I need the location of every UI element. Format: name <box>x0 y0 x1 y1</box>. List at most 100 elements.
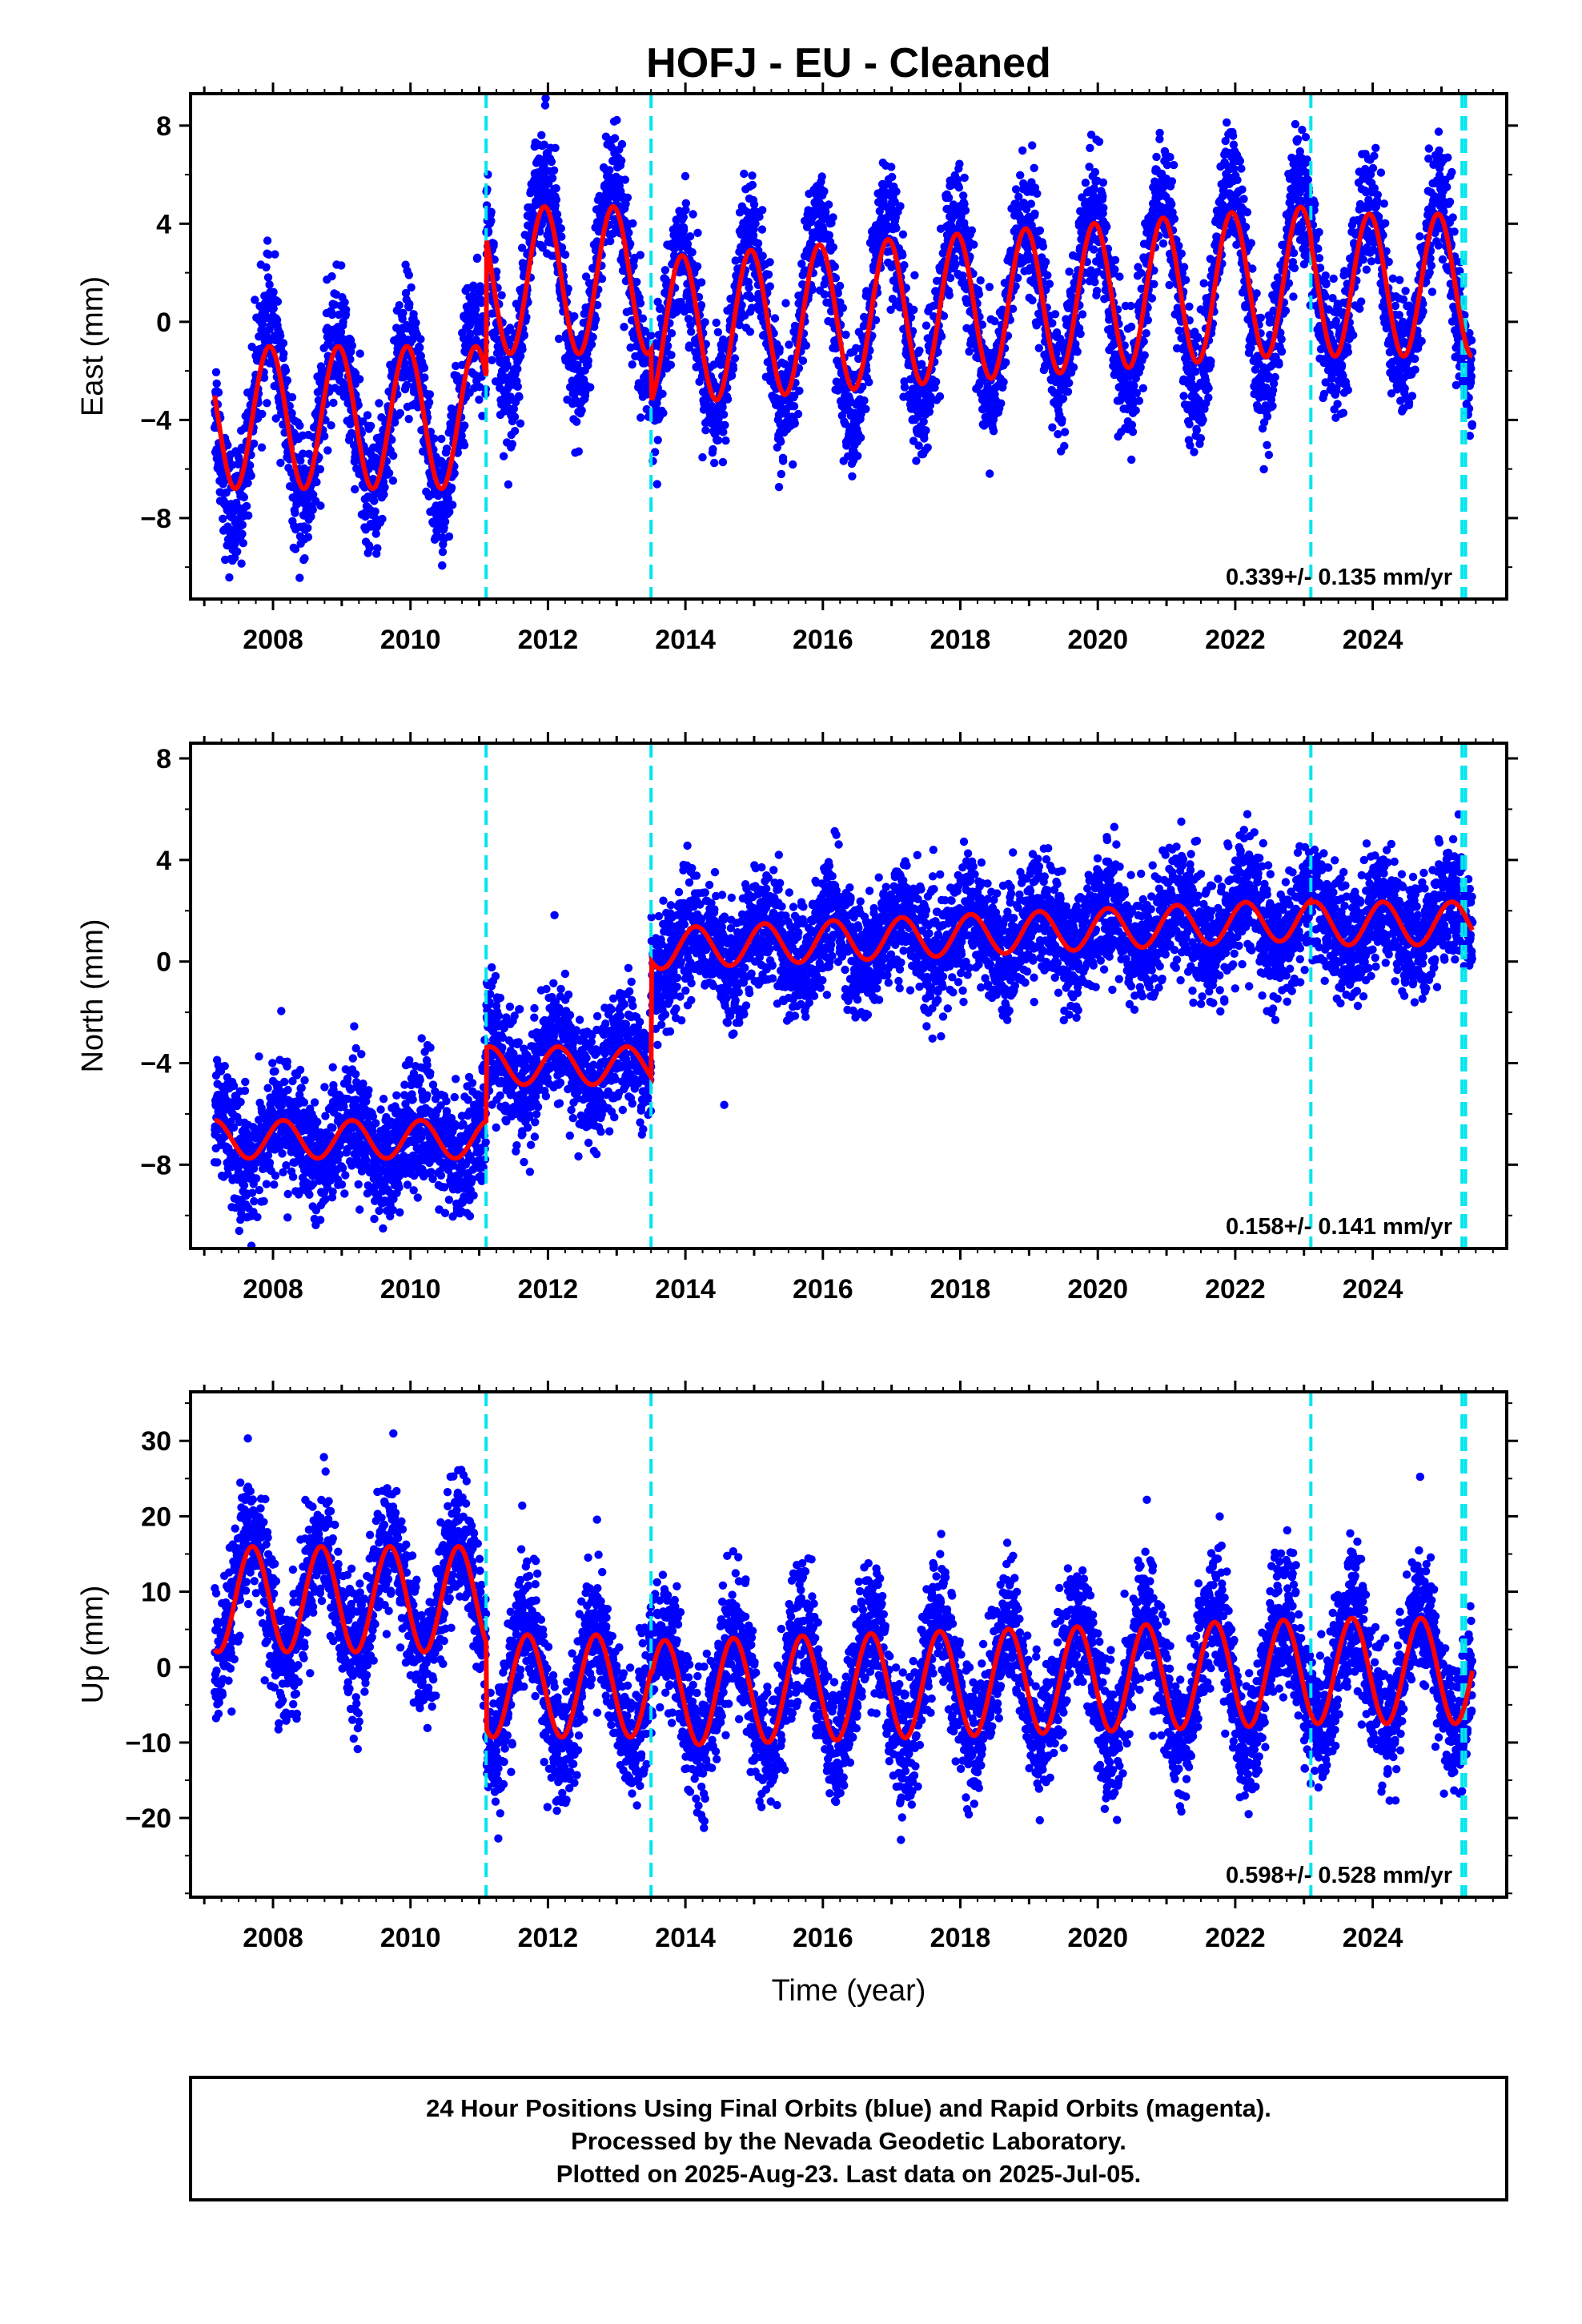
data-point <box>1134 396 1144 405</box>
data-point <box>835 281 845 291</box>
data-point <box>1035 226 1045 235</box>
data-point <box>1094 137 1104 147</box>
data-point <box>944 193 954 203</box>
data-point <box>1078 310 1087 319</box>
data-point <box>698 452 707 462</box>
data-point <box>986 469 994 478</box>
data-point <box>667 351 676 360</box>
data-point <box>1130 381 1138 390</box>
data-point <box>628 360 636 369</box>
data-point <box>389 451 398 460</box>
data-point <box>1143 316 1153 324</box>
data-point <box>371 529 380 538</box>
data-point <box>1065 267 1074 276</box>
data-point <box>347 341 357 350</box>
data-point <box>308 505 317 514</box>
data-point <box>258 409 267 419</box>
data-point <box>1137 268 1146 278</box>
data-point <box>337 261 346 270</box>
data-point <box>789 460 797 469</box>
data-point <box>1199 279 1208 287</box>
data-point <box>557 232 566 241</box>
data-point <box>748 180 757 190</box>
data-point <box>685 232 695 241</box>
data-point <box>628 219 637 228</box>
data-point <box>919 417 928 426</box>
data-point <box>251 296 259 304</box>
data-point <box>460 440 469 450</box>
data-point <box>1050 310 1060 319</box>
data-point <box>373 544 382 553</box>
data-point <box>299 449 307 458</box>
data-point <box>658 389 667 398</box>
data-point <box>549 166 559 175</box>
data-point <box>748 171 757 180</box>
data-point <box>719 428 728 436</box>
data-point <box>1060 441 1069 451</box>
data-point <box>1196 434 1206 443</box>
data-point <box>960 173 969 183</box>
data-point <box>710 458 719 468</box>
data-point <box>351 485 359 494</box>
data-point <box>238 529 247 538</box>
data-point <box>1136 363 1145 372</box>
data-point <box>1155 128 1164 138</box>
data-point <box>295 573 304 582</box>
data-point <box>528 210 538 219</box>
data-point <box>327 271 336 281</box>
data-point <box>287 408 296 418</box>
data-point <box>967 226 977 235</box>
data-point <box>718 457 728 467</box>
data-point <box>269 287 278 296</box>
data-point <box>239 493 248 502</box>
data-point <box>316 501 325 510</box>
data-point <box>420 373 429 382</box>
data-point <box>1110 265 1119 274</box>
data-point <box>239 539 247 548</box>
data-point <box>447 483 456 493</box>
data-point <box>214 388 223 397</box>
data-point <box>320 432 329 440</box>
data-point <box>264 250 273 259</box>
data-point <box>473 253 482 262</box>
data-point <box>460 421 469 430</box>
data-point <box>1115 272 1124 281</box>
data-point <box>300 554 309 563</box>
data-point <box>246 461 255 470</box>
data-point <box>212 379 221 388</box>
data-point <box>612 115 621 125</box>
data-point <box>1034 344 1044 352</box>
data-point <box>1048 319 1057 328</box>
data-point <box>548 174 557 183</box>
data-point <box>355 349 364 358</box>
data-point <box>765 258 774 267</box>
data-point <box>1065 379 1074 388</box>
data-point <box>946 273 955 283</box>
data-point <box>1045 279 1054 288</box>
data-point <box>915 346 924 355</box>
data-point <box>718 403 727 412</box>
data-point <box>1098 192 1107 201</box>
data-point <box>312 477 321 487</box>
data-point <box>309 490 318 499</box>
data-point <box>713 328 723 336</box>
data-point <box>276 458 285 468</box>
data-point <box>1058 415 1066 424</box>
data-point <box>1073 348 1082 356</box>
data-point <box>1147 294 1157 303</box>
data-point <box>1058 394 1068 403</box>
data-point <box>257 443 267 452</box>
data-point <box>513 382 522 391</box>
data-point <box>452 361 460 371</box>
data-point <box>244 511 253 520</box>
data-point <box>291 509 299 517</box>
data-point <box>617 156 626 165</box>
data-point <box>437 434 446 444</box>
data-point <box>1127 455 1136 464</box>
data-point <box>912 456 921 465</box>
data-point <box>403 380 412 389</box>
data-point <box>296 456 305 465</box>
data-point <box>450 468 459 478</box>
data-point <box>1069 363 1078 372</box>
data-point <box>865 378 873 387</box>
